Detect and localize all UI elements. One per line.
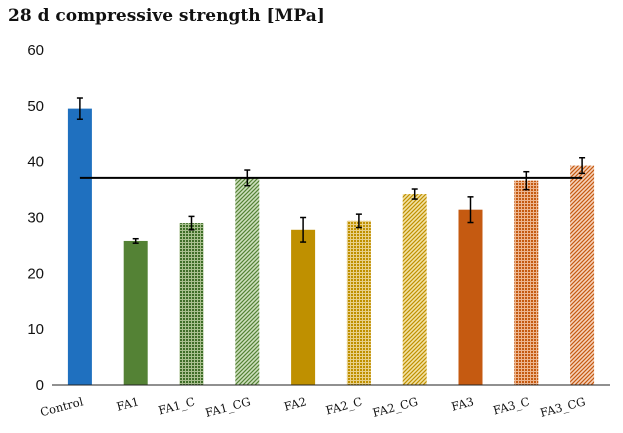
y-tick-label: 40 bbox=[27, 154, 44, 171]
bar-fa3-c bbox=[514, 180, 539, 385]
y-tick-label: 50 bbox=[27, 98, 44, 115]
bar-fa3-cg bbox=[570, 165, 595, 385]
x-category-label: FA2_CG bbox=[371, 394, 419, 420]
y-tick-label: 20 bbox=[27, 265, 44, 282]
x-category-label: Control bbox=[39, 394, 85, 419]
x-axis-labels: Control FA1 FA1_C FA1_CG FA2 FA2_C FA2_CG FA3 FA… bbox=[39, 394, 587, 420]
error-bar bbox=[523, 170, 530, 191]
bar-fa2-c bbox=[346, 220, 371, 385]
error-bar bbox=[579, 157, 586, 175]
x-category-label: FA1 bbox=[115, 394, 140, 413]
chart-title: 28 d compressive strength [MPa] bbox=[8, 6, 325, 26]
y-tick-label: 60 bbox=[27, 42, 44, 59]
x-category-label: FA3_C bbox=[492, 394, 532, 417]
bar-fa2-cg bbox=[402, 194, 427, 385]
x-category-label: FA3_CG bbox=[538, 394, 586, 420]
bar-fa1-cg bbox=[235, 177, 260, 385]
x-category-label: FA2_C bbox=[324, 394, 364, 417]
bar-fa1-c bbox=[179, 223, 204, 385]
bar-fa1 bbox=[123, 240, 148, 385]
x-category-label: FA3 bbox=[450, 394, 475, 413]
error-bar bbox=[300, 216, 307, 243]
error-bar bbox=[188, 215, 195, 231]
x-category-label: FA1_CG bbox=[204, 394, 252, 420]
y-tick-label: 30 bbox=[27, 210, 44, 227]
error-bar bbox=[132, 237, 139, 244]
error-bar bbox=[76, 97, 83, 120]
y-axis-ticks: 0 10 20 30 40 50 60 bbox=[27, 42, 44, 394]
y-tick-label: 0 bbox=[36, 377, 44, 394]
error-bars bbox=[76, 97, 586, 244]
x-category-label: FA2 bbox=[282, 394, 307, 413]
error-bar bbox=[355, 213, 362, 229]
bar-control bbox=[67, 108, 92, 385]
x-category-label: FA1_C bbox=[157, 394, 197, 417]
bar-fa2 bbox=[291, 229, 316, 385]
bar-fa3 bbox=[458, 209, 483, 385]
error-bar bbox=[411, 188, 418, 200]
y-tick-label: 10 bbox=[27, 321, 44, 338]
bars bbox=[67, 108, 595, 385]
error-bar bbox=[467, 196, 474, 224]
